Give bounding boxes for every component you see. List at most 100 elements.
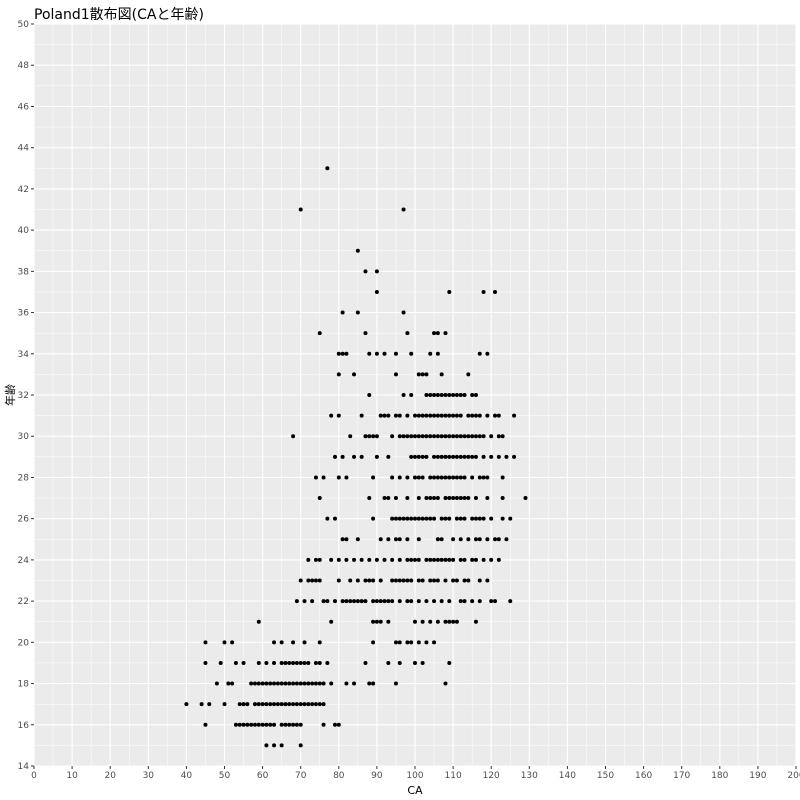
- data-point: [451, 537, 456, 542]
- data-point: [477, 516, 482, 521]
- data-point: [363, 660, 368, 665]
- x-tick-label: 130: [521, 771, 538, 781]
- data-point: [382, 351, 387, 356]
- data-point: [321, 599, 326, 604]
- y-tick-label: 42: [18, 185, 29, 195]
- data-point: [435, 413, 440, 418]
- data-point: [241, 702, 246, 707]
- data-point: [420, 475, 425, 480]
- y-axis-ticks: 14 16 18 20 22 24 26 28 30 32 34 36 38 40 42 44 46 48 50: [18, 20, 34, 772]
- x-tick-label: 30: [143, 771, 155, 781]
- data-point: [496, 434, 501, 439]
- data-point: [302, 681, 307, 686]
- data-point: [409, 434, 414, 439]
- data-point: [371, 619, 376, 624]
- data-point: [424, 599, 429, 604]
- data-point: [409, 516, 414, 521]
- x-tick-label: 90: [371, 771, 383, 781]
- data-point: [374, 599, 379, 604]
- data-point: [329, 413, 334, 418]
- data-point: [367, 351, 372, 356]
- data-point: [428, 496, 433, 501]
- data-point: [416, 475, 421, 480]
- data-point: [473, 413, 478, 418]
- data-point: [401, 434, 406, 439]
- data-point: [477, 475, 482, 480]
- data-point: [329, 619, 334, 624]
- data-point: [317, 557, 322, 562]
- data-point: [390, 516, 395, 521]
- data-point: [332, 454, 337, 459]
- data-point: [428, 578, 433, 583]
- data-point: [447, 660, 452, 665]
- data-point: [454, 393, 459, 397]
- data-point: [390, 578, 395, 583]
- data-point: [374, 557, 379, 562]
- y-tick-label: 22: [18, 597, 29, 607]
- data-point: [279, 722, 284, 727]
- data-point: [523, 496, 528, 501]
- data-point: [451, 475, 456, 480]
- data-point: [432, 413, 437, 418]
- data-point: [302, 640, 307, 645]
- data-point: [218, 660, 223, 665]
- data-point: [443, 619, 448, 624]
- data-point: [470, 557, 475, 562]
- data-point: [233, 660, 238, 665]
- x-tick-label: 40: [181, 771, 193, 781]
- x-tick-label: 150: [597, 771, 614, 781]
- data-point: [298, 702, 303, 707]
- data-point: [332, 722, 337, 727]
- data-point: [424, 516, 429, 521]
- data-point: [477, 537, 482, 542]
- data-point: [473, 557, 478, 562]
- data-point: [481, 289, 486, 294]
- data-point: [447, 413, 452, 418]
- data-point: [294, 599, 299, 604]
- data-point: [397, 557, 402, 562]
- data-point: [336, 722, 341, 727]
- data-point: [428, 619, 433, 624]
- data-point: [291, 640, 296, 645]
- data-point: [432, 640, 437, 645]
- data-point: [382, 599, 387, 604]
- data-point: [432, 496, 437, 501]
- data-point: [409, 578, 414, 583]
- data-point: [420, 434, 425, 439]
- data-point: [458, 557, 463, 562]
- data-point: [401, 393, 406, 397]
- data-point: [462, 557, 467, 562]
- data-point: [268, 681, 273, 686]
- data-point: [485, 351, 490, 356]
- data-point: [424, 393, 429, 397]
- data-point: [272, 702, 277, 707]
- data-point: [222, 702, 227, 707]
- data-point: [489, 516, 494, 521]
- data-point: [310, 702, 315, 707]
- data-point: [386, 537, 391, 542]
- data-point: [214, 681, 219, 686]
- data-point: [481, 475, 486, 480]
- y-tick-label: 18: [18, 680, 30, 690]
- data-point: [363, 331, 368, 336]
- data-point: [256, 722, 261, 727]
- data-point: [462, 599, 467, 604]
- data-point: [260, 702, 265, 707]
- data-point: [473, 619, 478, 624]
- data-point: [420, 454, 425, 459]
- data-point: [428, 434, 433, 439]
- data-point: [321, 722, 326, 727]
- data-point: [439, 372, 444, 377]
- data-point: [451, 413, 456, 418]
- data-point: [435, 434, 440, 439]
- data-point: [397, 599, 402, 604]
- data-point: [512, 413, 517, 418]
- data-point: [256, 660, 261, 665]
- data-point: [355, 310, 360, 315]
- data-point: [500, 516, 505, 521]
- data-point: [443, 434, 448, 439]
- data-point: [252, 681, 257, 686]
- data-point: [294, 681, 299, 686]
- data-point: [317, 681, 322, 686]
- data-point: [222, 640, 227, 645]
